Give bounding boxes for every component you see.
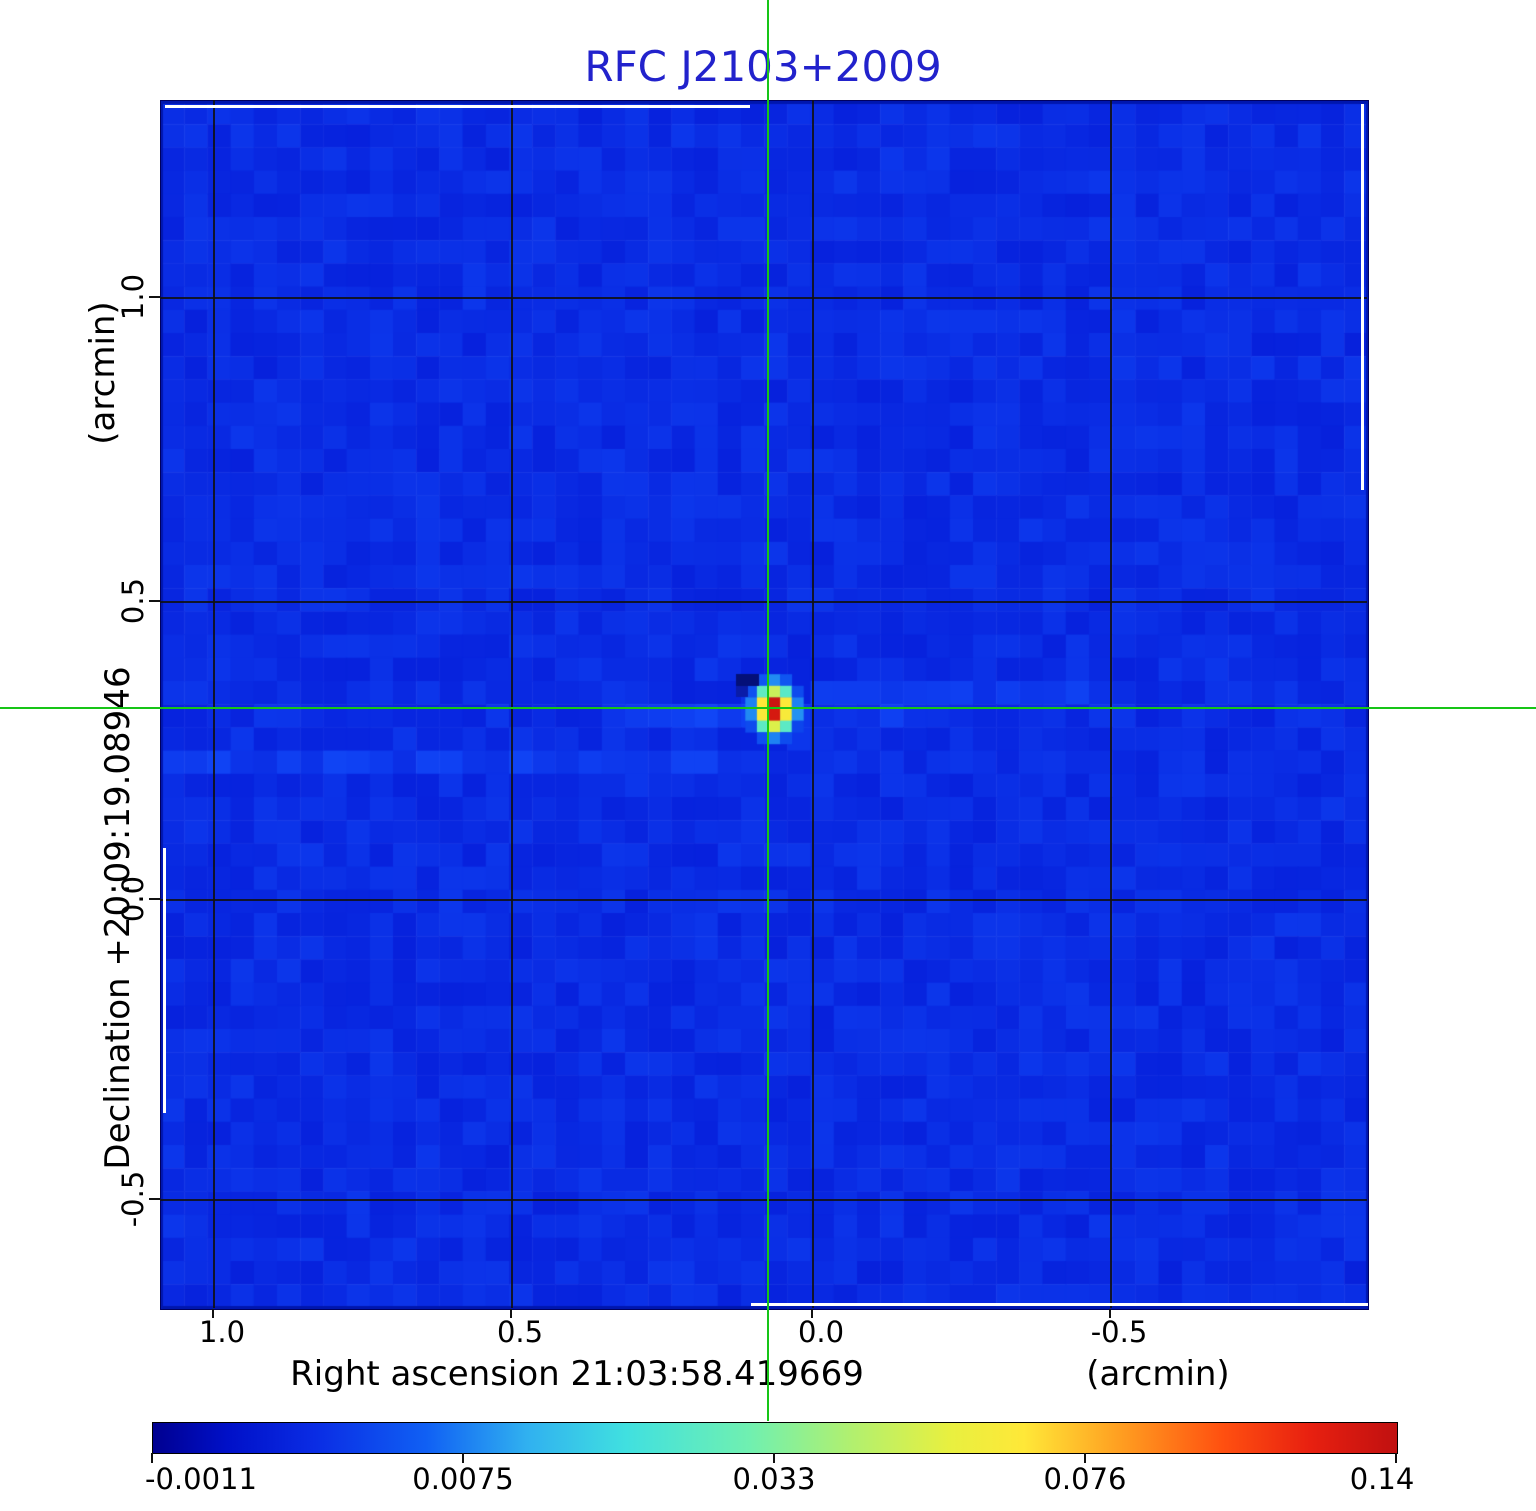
crosshair-horizontal-line (0, 707, 1536, 709)
colorbar-tick-mark (151, 1453, 153, 1463)
x-axis-tick-mark (811, 1309, 813, 1318)
grid-line-horizontal (160, 1199, 1367, 1201)
x-axis-label: Right ascension 21:03:58.419669 (290, 1354, 864, 1394)
y-axis-unit-label: (arcmin) (83, 301, 123, 445)
colorbar-tick-label: 0.033 (732, 1462, 816, 1496)
x-axis-tick-label: 0.5 (496, 1315, 544, 1349)
colorbar-tick-label: 0.0075 (412, 1462, 514, 1496)
y-axis-tick-label: 1.0 (116, 273, 150, 321)
y-axis-tick-mark (149, 1198, 160, 1200)
crosshair-vertical-line (767, 0, 769, 1421)
artifact-line-left (163, 848, 166, 1113)
colorbar-tick-mark (462, 1453, 464, 1463)
colorbar-tick-label: -0.0011 (145, 1462, 257, 1496)
x-axis-tick-mark (1109, 1309, 1111, 1318)
grid-line-vertical (511, 100, 513, 1308)
y-axis-tick-label: 0.5 (116, 577, 150, 625)
sky-map (160, 100, 1369, 1310)
grid-line-vertical (213, 100, 215, 1308)
artifact-line-bottom (751, 1303, 1368, 1306)
x-axis-unit-label: (arcmin) (1086, 1354, 1230, 1394)
grid-layer (160, 100, 1367, 1308)
x-axis-tick-mark (510, 1309, 512, 1318)
chart-title: RFC J2103+2009 (584, 42, 942, 91)
x-axis-tick-label: 1.0 (198, 1315, 246, 1349)
artifact-line-top (165, 105, 750, 108)
colorbar-tick-label: 0.14 (1349, 1462, 1415, 1496)
y-axis-tick-mark (149, 898, 160, 900)
y-axis-tick-label: -0.5 (116, 1170, 150, 1228)
x-axis-tick-label: 0.0 (797, 1315, 845, 1349)
colorbar-tick-mark (1084, 1453, 1086, 1463)
sky-map-canvas (160, 100, 1369, 1310)
x-axis-tick-label: -0.5 (1090, 1315, 1148, 1349)
y-axis-tick-label: 0.0 (116, 875, 150, 923)
colorbar-tick-mark (1395, 1453, 1397, 1463)
grid-line-horizontal (160, 899, 1367, 901)
colorbar-gradient (152, 1422, 1398, 1454)
grid-line-horizontal (160, 297, 1367, 299)
colorbar-tick-label: 0.076 (1043, 1462, 1127, 1496)
artifact-line-right (1361, 104, 1364, 490)
grid-line-horizontal (160, 601, 1367, 603)
y-axis-tick-mark (149, 296, 160, 298)
grid-line-vertical (812, 100, 814, 1308)
grid-line-vertical (1110, 100, 1112, 1308)
x-axis-tick-mark (212, 1309, 214, 1318)
y-axis-tick-mark (149, 600, 160, 602)
colorbar-tick-mark (773, 1453, 775, 1463)
